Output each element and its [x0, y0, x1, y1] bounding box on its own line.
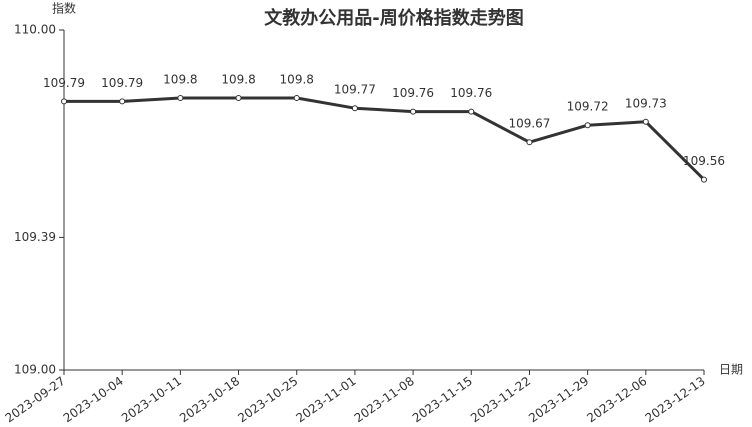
x-tick-label: 2023-10-25 — [235, 374, 300, 425]
point — [526, 139, 533, 146]
point — [293, 95, 300, 101]
y-tick-label: 110.00 — [14, 23, 56, 37]
point — [177, 95, 184, 101]
x-axis-label: 日期 — [719, 363, 743, 377]
data-label: 109.76 — [392, 86, 434, 100]
y-axis-label: 指数 — [52, 1, 76, 16]
data-label: 109.8 — [280, 73, 314, 87]
point — [584, 122, 591, 129]
y-tick-label: 109.39 — [14, 230, 56, 244]
data-label: 109.67 — [508, 117, 550, 131]
point — [61, 98, 67, 105]
x-tick-label: 2023-11-08 — [352, 374, 417, 425]
data-label: 109.79 — [43, 76, 85, 90]
data-label: 109.73 — [625, 96, 667, 110]
data-label: 109.79 — [101, 76, 143, 90]
x-tick-label: 2023-11-15 — [410, 374, 475, 425]
point — [351, 105, 358, 112]
data-label: 109.8 — [163, 73, 197, 87]
x-tick-label: 2023-11-01 — [293, 374, 358, 425]
point — [119, 98, 126, 105]
point — [642, 118, 649, 125]
point — [468, 108, 475, 115]
data-label: 109.56 — [683, 154, 725, 168]
x-tick-label: 2023-12-13 — [643, 374, 708, 425]
x-tick-label: 2023-10-11 — [119, 374, 184, 425]
x-tick-label: 2023-11-29 — [526, 374, 591, 425]
x-tick-label: 2023-11-22 — [468, 374, 533, 425]
x-tick-label: 2023-09-27 — [3, 374, 68, 425]
data-label: 109.76 — [450, 86, 492, 100]
point — [701, 176, 707, 183]
line — [64, 96, 706, 181]
x-tick-label: 2023-10-18 — [177, 374, 242, 425]
point — [410, 108, 417, 115]
x-tick-label: 2023-12-06 — [584, 374, 649, 425]
chart-title: 文教办公用品-周价格指数走势图 — [264, 7, 523, 29]
point — [235, 95, 242, 101]
data-label: 109.77 — [334, 83, 376, 97]
y-tick-label: 109.00 — [14, 363, 56, 377]
data-label: 109.72 — [567, 100, 609, 114]
x-tick-label: 2023-10-04 — [61, 374, 126, 425]
data-label: 109.8 — [221, 73, 255, 87]
